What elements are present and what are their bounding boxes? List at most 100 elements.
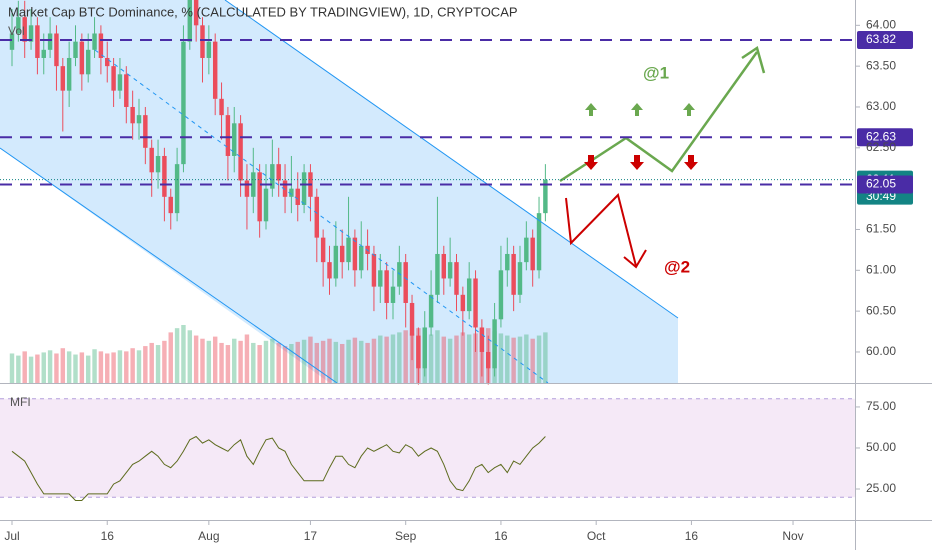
volume-bar — [143, 346, 148, 383]
candle-body — [276, 164, 281, 181]
candle-body — [200, 25, 205, 58]
volume-bar — [536, 335, 542, 383]
mfi-line — [11, 435, 546, 501]
volume-bar — [435, 330, 440, 383]
volume-bar — [498, 333, 504, 383]
volume-bar — [403, 330, 408, 383]
volume-bar — [92, 349, 97, 383]
candle-body — [162, 155, 167, 197]
volume-bar — [35, 354, 40, 383]
y-tick-label: 60.00 — [866, 344, 896, 358]
candle-body — [41, 49, 46, 58]
volume-bar — [276, 342, 281, 383]
x-tick-label: 16 — [494, 529, 508, 543]
candle-body — [225, 115, 231, 156]
candle-body — [536, 213, 542, 271]
mfi-tick-label: 50.00 — [866, 440, 896, 454]
candle-body — [422, 327, 427, 369]
volume-bar — [54, 353, 59, 383]
candle-body — [511, 253, 516, 295]
candle-body — [16, 17, 21, 34]
candle-body — [238, 123, 243, 181]
volume-bar — [352, 337, 358, 383]
volume-bar — [117, 350, 123, 383]
chart-title: Market Cap BTC Dominance, % (CALCULATED … — [8, 4, 518, 19]
candle-body — [301, 172, 307, 205]
volume-bar — [212, 336, 218, 383]
candle-body — [35, 25, 40, 58]
candle-body — [117, 74, 123, 91]
candle-body — [22, 17, 27, 42]
candle-body — [105, 57, 110, 67]
volume-bar — [257, 345, 262, 383]
volume-bar — [314, 342, 320, 383]
level-label: 62.63 — [866, 129, 896, 143]
y-tick-label: 61.50 — [866, 222, 896, 236]
channel-upper — [224, 0, 679, 319]
volume-bar — [447, 338, 453, 383]
candle-body — [257, 172, 262, 222]
candle-body — [181, 41, 186, 165]
volume-bar — [511, 337, 516, 383]
down-arrows — [584, 155, 698, 170]
mfi-layer: 75.00 50.00 25.00 — [0, 398, 896, 501]
candle-body — [397, 262, 402, 287]
volume-bar — [466, 334, 472, 383]
mfi-band — [0, 398, 855, 498]
candle-body — [447, 262, 453, 279]
volume-bar — [187, 330, 193, 383]
volume-bar — [390, 334, 396, 383]
volume-bar — [473, 333, 478, 383]
candle-body — [73, 41, 78, 58]
volume-bar — [282, 346, 288, 383]
candle-body — [251, 172, 256, 197]
volume-bar — [333, 341, 339, 383]
volume-bar — [174, 328, 180, 383]
volume-bar — [206, 340, 212, 383]
candle-body — [371, 253, 377, 287]
volume-bar — [130, 348, 135, 383]
volume-label: Vol — [8, 24, 25, 38]
candle-body — [282, 180, 288, 197]
candle-body — [60, 66, 66, 91]
candle-body — [187, 0, 193, 42]
candle-body — [498, 270, 504, 320]
volume-bar — [263, 340, 269, 383]
candle-layer — [9, 0, 548, 385]
candle-body — [149, 147, 154, 173]
candle-body — [479, 327, 485, 352]
volume-bar — [359, 340, 364, 383]
volume-bar — [301, 339, 307, 383]
candle-body — [359, 245, 364, 271]
volume-bar — [505, 335, 510, 383]
volume-bar — [232, 338, 237, 383]
volume-bar — [200, 338, 205, 383]
candle-body — [435, 253, 440, 295]
down-arrow — [584, 155, 598, 170]
mfi-tick-label: 75.00 — [866, 399, 896, 413]
volume-bar — [295, 341, 300, 383]
up-arrow — [683, 103, 695, 116]
candle-body — [454, 262, 459, 295]
candle-body — [473, 278, 478, 328]
y-tick-label: 61.00 — [866, 262, 896, 276]
candle-body — [327, 262, 332, 279]
candle-body — [155, 155, 161, 173]
volume-bar — [289, 343, 294, 383]
volume-bar — [193, 335, 199, 383]
candle-body — [441, 253, 447, 279]
down-arrow — [630, 155, 644, 170]
x-tick-label: Sep — [395, 529, 417, 543]
candle-body — [92, 33, 97, 50]
candle-body — [466, 278, 472, 312]
candle-body — [193, 0, 199, 26]
candle-body — [244, 180, 250, 197]
x-tick-label: 16 — [685, 529, 699, 543]
y-tick-label: 63.50 — [866, 58, 896, 72]
channel-lower — [0, 147, 338, 384]
volume-bar — [155, 345, 161, 383]
up-arrow — [585, 103, 597, 116]
volume-bar — [162, 340, 167, 383]
level-label: 63.82 — [866, 32, 896, 46]
